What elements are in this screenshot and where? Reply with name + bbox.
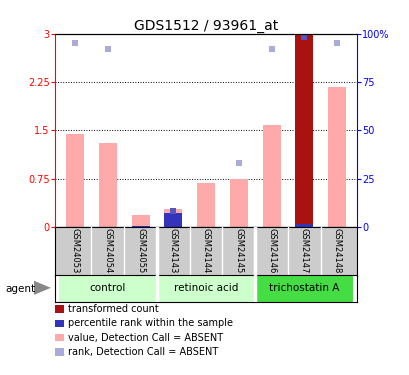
Text: GSM24147: GSM24147: [299, 228, 308, 274]
Text: control: control: [89, 284, 126, 293]
Text: value, Detection Call = ABSENT: value, Detection Call = ABSENT: [68, 333, 223, 342]
Bar: [327, 87, 345, 227]
Bar: [294, 224, 312, 227]
Bar: [164, 213, 182, 227]
Bar: [254, 275, 353, 302]
Bar: [131, 226, 149, 227]
Text: trichostatin A: trichostatin A: [268, 284, 339, 293]
Bar: [131, 215, 149, 227]
Bar: [99, 143, 117, 227]
Text: GSM24148: GSM24148: [332, 228, 341, 274]
Bar: [66, 134, 84, 227]
Text: percentile rank within the sample: percentile rank within the sample: [68, 318, 233, 328]
Text: GSM24053: GSM24053: [70, 228, 79, 274]
Text: transformed count: transformed count: [68, 304, 159, 314]
Text: retinoic acid: retinoic acid: [173, 284, 238, 293]
Text: agent: agent: [5, 285, 35, 294]
Bar: [58, 275, 157, 302]
Bar: [164, 209, 182, 227]
Bar: [197, 183, 214, 227]
Polygon shape: [34, 280, 51, 295]
Bar: [157, 275, 254, 302]
Bar: [262, 125, 280, 227]
Bar: [229, 178, 247, 227]
Text: GSM24145: GSM24145: [234, 228, 243, 274]
Text: rank, Detection Call = ABSENT: rank, Detection Call = ABSENT: [68, 347, 218, 357]
Bar: [294, 35, 312, 227]
Text: GSM24146: GSM24146: [266, 228, 275, 274]
Text: GSM24144: GSM24144: [201, 228, 210, 274]
Text: GSM24143: GSM24143: [169, 228, 178, 274]
Title: GDS1512 / 93961_at: GDS1512 / 93961_at: [134, 19, 277, 33]
Text: GSM24055: GSM24055: [136, 228, 145, 274]
Text: GSM24054: GSM24054: [103, 228, 112, 274]
